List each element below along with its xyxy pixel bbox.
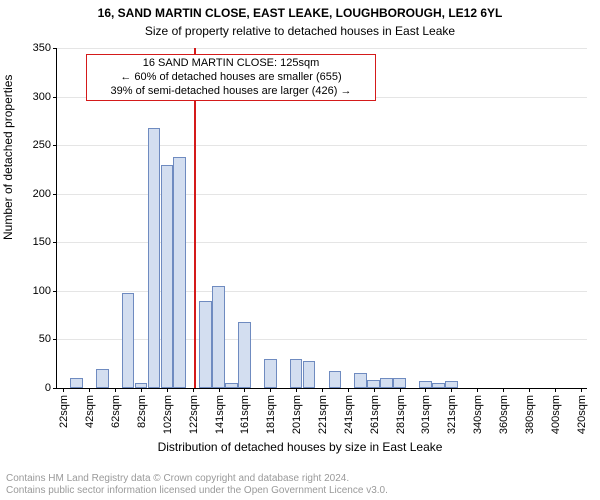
footer-line: Contains public sector information licen… xyxy=(6,485,388,497)
histogram-bar xyxy=(96,369,109,388)
x-tick-label: 281sqm xyxy=(393,395,407,434)
x-tick-label: 400sqm xyxy=(548,395,562,434)
gridline xyxy=(57,339,587,340)
x-tick xyxy=(63,388,64,392)
x-tick-label: 181sqm xyxy=(263,395,277,434)
x-tick xyxy=(503,388,504,392)
histogram-bar xyxy=(148,128,161,388)
gridline xyxy=(57,242,587,243)
histogram-bar xyxy=(264,359,277,388)
x-axis-label: Distribution of detached houses by size … xyxy=(0,440,600,454)
x-tick xyxy=(244,388,245,392)
x-tick xyxy=(322,388,323,392)
x-tick-label: 141sqm xyxy=(212,395,226,434)
histogram-bar xyxy=(329,371,342,388)
x-tick-label: 261sqm xyxy=(367,395,381,434)
histogram-bar xyxy=(354,373,367,388)
x-tick-label: 161sqm xyxy=(237,395,251,434)
x-tick xyxy=(529,388,530,392)
x-tick xyxy=(141,388,142,392)
x-tick-label: 221sqm xyxy=(315,395,329,434)
x-tick xyxy=(219,388,220,392)
x-tick xyxy=(193,388,194,392)
histogram-bar xyxy=(238,322,251,388)
x-tick-label: 321sqm xyxy=(444,395,458,434)
x-tick xyxy=(555,388,556,392)
chart-subtitle: Size of property relative to detached ho… xyxy=(0,24,600,38)
annotation-box: 16 SAND MARTIN CLOSE: 125sqm← 60% of det… xyxy=(86,54,376,101)
y-tick-label: 50 xyxy=(39,333,57,345)
x-tick xyxy=(89,388,90,392)
histogram-bar xyxy=(199,301,212,388)
gridline xyxy=(57,48,587,49)
x-tick-label: 42sqm xyxy=(82,395,96,428)
footer-line: Contains HM Land Registry data © Crown c… xyxy=(6,473,388,485)
x-tick-label: 62sqm xyxy=(108,395,122,428)
y-tick-label: 200 xyxy=(33,188,57,200)
gridline xyxy=(57,291,587,292)
x-tick-label: 22sqm xyxy=(56,395,70,428)
histogram-bar xyxy=(432,383,445,388)
x-tick xyxy=(400,388,401,392)
histogram-bar xyxy=(122,293,135,388)
annotation-line: 39% of semi-detached houses are larger (… xyxy=(91,85,371,99)
y-tick-label: 350 xyxy=(33,42,57,54)
histogram-bar xyxy=(380,378,393,388)
histogram-bar xyxy=(290,359,303,388)
x-tick xyxy=(425,388,426,392)
histogram-bar xyxy=(161,165,174,388)
y-tick-label: 0 xyxy=(45,382,57,394)
annotation-line: 16 SAND MARTIN CLOSE: 125sqm xyxy=(91,57,371,71)
x-tick xyxy=(167,388,168,392)
x-tick-label: 122sqm xyxy=(186,395,200,434)
histogram-bar xyxy=(367,380,380,388)
footer-attribution: Contains HM Land Registry data © Crown c… xyxy=(6,473,388,496)
chart-title-address: 16, SAND MARTIN CLOSE, EAST LEAKE, LOUGH… xyxy=(0,6,600,20)
x-tick xyxy=(270,388,271,392)
x-tick-label: 420sqm xyxy=(574,395,588,434)
y-axis-label: Number of detached properties xyxy=(1,75,15,240)
y-tick-label: 250 xyxy=(33,139,57,151)
histogram-bar xyxy=(445,381,458,388)
histogram-bar xyxy=(70,378,83,388)
x-tick-label: 380sqm xyxy=(522,395,536,434)
x-tick-label: 201sqm xyxy=(289,395,303,434)
x-tick xyxy=(115,388,116,392)
y-tick-label: 100 xyxy=(33,285,57,297)
histogram-bar xyxy=(212,286,225,388)
histogram-bar xyxy=(419,381,432,388)
annotation-line: ← 60% of detached houses are smaller (65… xyxy=(91,71,371,85)
gridline xyxy=(57,145,587,146)
x-tick-label: 360sqm xyxy=(496,395,510,434)
x-tick-label: 82sqm xyxy=(134,395,148,428)
x-tick-label: 241sqm xyxy=(341,395,355,434)
x-tick xyxy=(451,388,452,392)
x-tick xyxy=(296,388,297,392)
x-tick-label: 340sqm xyxy=(470,395,484,434)
histogram-bar xyxy=(173,157,186,388)
x-tick xyxy=(477,388,478,392)
gridline xyxy=(57,194,587,195)
x-tick-label: 301sqm xyxy=(418,395,432,434)
x-tick xyxy=(374,388,375,392)
y-tick-label: 300 xyxy=(33,91,57,103)
x-tick xyxy=(581,388,582,392)
histogram-bar xyxy=(393,378,406,388)
histogram-bar xyxy=(303,361,316,388)
x-tick-label: 102sqm xyxy=(160,395,174,434)
x-tick xyxy=(348,388,349,392)
histogram-bar xyxy=(225,383,238,388)
y-tick-label: 150 xyxy=(33,236,57,248)
